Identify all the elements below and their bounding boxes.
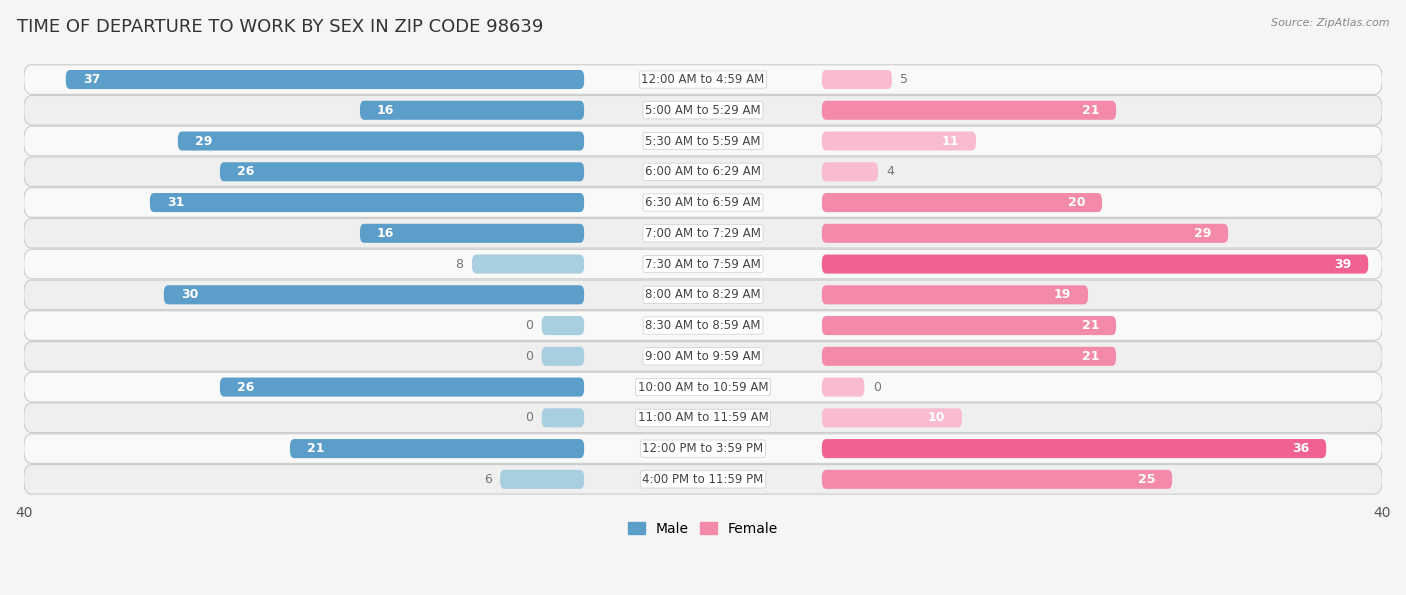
FancyBboxPatch shape [165, 285, 583, 305]
Text: 7:00 AM to 7:29 AM: 7:00 AM to 7:29 AM [645, 227, 761, 240]
FancyBboxPatch shape [24, 311, 1382, 340]
Text: 4: 4 [886, 165, 894, 178]
Text: 16: 16 [377, 227, 394, 240]
FancyBboxPatch shape [24, 403, 1382, 433]
Text: Source: ZipAtlas.com: Source: ZipAtlas.com [1271, 18, 1389, 28]
FancyBboxPatch shape [823, 285, 1088, 305]
Text: 11:00 AM to 11:59 AM: 11:00 AM to 11:59 AM [638, 411, 768, 424]
Text: 7:30 AM to 7:59 AM: 7:30 AM to 7:59 AM [645, 258, 761, 271]
Text: 0: 0 [526, 411, 533, 424]
Text: 19: 19 [1053, 289, 1071, 301]
Text: 11: 11 [942, 134, 959, 148]
Text: 0: 0 [526, 350, 533, 363]
Text: 0: 0 [526, 319, 533, 332]
Text: 25: 25 [1137, 473, 1156, 486]
Text: 12:00 PM to 3:59 PM: 12:00 PM to 3:59 PM [643, 442, 763, 455]
Text: 29: 29 [195, 134, 212, 148]
FancyBboxPatch shape [24, 126, 1382, 156]
FancyBboxPatch shape [472, 255, 583, 274]
FancyBboxPatch shape [823, 255, 1368, 274]
FancyBboxPatch shape [24, 372, 1382, 402]
FancyBboxPatch shape [24, 218, 1382, 248]
Text: 21: 21 [1081, 104, 1099, 117]
Text: 8:00 AM to 8:29 AM: 8:00 AM to 8:29 AM [645, 289, 761, 301]
Text: 37: 37 [83, 73, 100, 86]
FancyBboxPatch shape [823, 101, 1116, 120]
Text: 12:00 AM to 4:59 AM: 12:00 AM to 4:59 AM [641, 73, 765, 86]
FancyBboxPatch shape [290, 439, 583, 458]
FancyBboxPatch shape [823, 316, 1116, 335]
FancyBboxPatch shape [823, 131, 976, 151]
FancyBboxPatch shape [541, 347, 583, 366]
FancyBboxPatch shape [24, 280, 1382, 309]
FancyBboxPatch shape [24, 465, 1382, 494]
FancyBboxPatch shape [24, 96, 1382, 125]
Text: 6: 6 [484, 473, 492, 486]
FancyBboxPatch shape [823, 193, 1102, 212]
FancyBboxPatch shape [24, 342, 1382, 371]
FancyBboxPatch shape [177, 131, 583, 151]
Legend: Male, Female: Male, Female [623, 516, 783, 541]
Text: 5: 5 [900, 73, 908, 86]
Text: 31: 31 [167, 196, 184, 209]
FancyBboxPatch shape [150, 193, 583, 212]
FancyBboxPatch shape [823, 347, 1116, 366]
Text: 36: 36 [1292, 442, 1309, 455]
Text: 21: 21 [307, 442, 325, 455]
Text: 8:30 AM to 8:59 AM: 8:30 AM to 8:59 AM [645, 319, 761, 332]
Text: 21: 21 [1081, 350, 1099, 363]
FancyBboxPatch shape [541, 316, 583, 335]
Text: 6:00 AM to 6:29 AM: 6:00 AM to 6:29 AM [645, 165, 761, 178]
FancyBboxPatch shape [823, 408, 962, 427]
Text: 10: 10 [928, 411, 945, 424]
FancyBboxPatch shape [823, 162, 877, 181]
Text: 16: 16 [377, 104, 394, 117]
Text: 26: 26 [236, 165, 254, 178]
FancyBboxPatch shape [360, 224, 583, 243]
FancyBboxPatch shape [219, 378, 583, 397]
FancyBboxPatch shape [823, 439, 1326, 458]
Text: 29: 29 [1194, 227, 1211, 240]
Text: 4:00 PM to 11:59 PM: 4:00 PM to 11:59 PM [643, 473, 763, 486]
FancyBboxPatch shape [360, 101, 583, 120]
FancyBboxPatch shape [823, 470, 1173, 489]
FancyBboxPatch shape [823, 224, 1229, 243]
Text: 6:30 AM to 6:59 AM: 6:30 AM to 6:59 AM [645, 196, 761, 209]
Text: 8: 8 [456, 258, 464, 271]
Text: 5:00 AM to 5:29 AM: 5:00 AM to 5:29 AM [645, 104, 761, 117]
Text: 30: 30 [181, 289, 198, 301]
Text: 39: 39 [1334, 258, 1351, 271]
FancyBboxPatch shape [823, 378, 865, 397]
FancyBboxPatch shape [219, 162, 583, 181]
Text: 5:30 AM to 5:59 AM: 5:30 AM to 5:59 AM [645, 134, 761, 148]
FancyBboxPatch shape [24, 65, 1382, 94]
Text: TIME OF DEPARTURE TO WORK BY SEX IN ZIP CODE 98639: TIME OF DEPARTURE TO WORK BY SEX IN ZIP … [17, 18, 543, 36]
FancyBboxPatch shape [24, 249, 1382, 279]
Text: 21: 21 [1081, 319, 1099, 332]
Text: 9:00 AM to 9:59 AM: 9:00 AM to 9:59 AM [645, 350, 761, 363]
Text: 10:00 AM to 10:59 AM: 10:00 AM to 10:59 AM [638, 381, 768, 393]
FancyBboxPatch shape [24, 434, 1382, 464]
FancyBboxPatch shape [501, 470, 583, 489]
Text: 20: 20 [1067, 196, 1085, 209]
FancyBboxPatch shape [24, 157, 1382, 187]
Text: 0: 0 [873, 381, 880, 393]
Text: 26: 26 [236, 381, 254, 393]
FancyBboxPatch shape [66, 70, 583, 89]
FancyBboxPatch shape [541, 408, 583, 427]
FancyBboxPatch shape [823, 70, 891, 89]
FancyBboxPatch shape [24, 188, 1382, 217]
